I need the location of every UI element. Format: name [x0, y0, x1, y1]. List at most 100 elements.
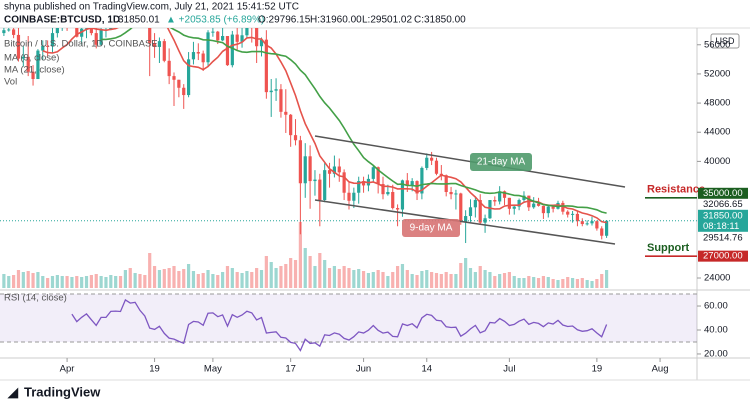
candle-body [551, 206, 555, 209]
candle-body [167, 60, 171, 77]
volume-bar [507, 272, 511, 288]
volume-bar [454, 274, 458, 288]
candle-body [585, 223, 589, 225]
volume-bar [104, 277, 108, 288]
volume-bar [352, 270, 356, 288]
volume-bar [138, 274, 142, 288]
volume-bar [50, 276, 55, 288]
volume-bar [425, 270, 429, 288]
volume-bar [332, 266, 337, 288]
candle-body [201, 53, 205, 63]
candle-body [566, 211, 570, 215]
candle-body [488, 200, 492, 219]
volume-bar [293, 260, 298, 288]
candle-body [337, 166, 341, 173]
volume-bar [21, 272, 25, 288]
candle-body [570, 213, 575, 215]
candle-body [502, 191, 507, 198]
volume-bar [342, 266, 346, 288]
volume-bar [546, 277, 550, 288]
candle-body [323, 170, 327, 201]
volume-bar [289, 258, 293, 288]
ma-annotation-box [402, 219, 460, 237]
candle-body [289, 114, 293, 136]
volume-bar [498, 274, 502, 288]
close: C:31850.00 [414, 15, 466, 26]
volume-bar [566, 277, 570, 288]
volume-bar [303, 248, 307, 288]
candle-body [303, 156, 307, 184]
candle-body [89, 28, 93, 34]
volume-bar [532, 277, 536, 288]
candle-body [449, 192, 453, 195]
candle-body [352, 192, 356, 201]
publisher: shyna published on TradingView.com, July… [4, 2, 299, 13]
candle-body [604, 220, 609, 236]
volume-bar [493, 276, 497, 288]
volume-bar [459, 263, 463, 288]
high: H:31960.00 [310, 15, 362, 26]
volume-bar [371, 272, 375, 288]
candle-body [221, 36, 225, 41]
candle-body [327, 170, 332, 174]
candle-body [84, 28, 89, 29]
volume-bar [434, 273, 439, 288]
candle-body [196, 52, 200, 54]
candle-body [75, 28, 79, 37]
price-timer: 08:18:11 [703, 221, 739, 232]
volume-bar [182, 269, 186, 288]
candle-body [211, 31, 215, 33]
candle-body [561, 202, 565, 212]
volume-bar [318, 253, 322, 288]
price-label: 29514.76 [703, 232, 743, 243]
low: L:29501.02 [362, 15, 412, 26]
logo-mark: ◢ [7, 384, 19, 399]
volume-bar [206, 270, 210, 288]
volume-bar [264, 256, 268, 288]
candle-body [473, 200, 477, 208]
x-tick-label: 19 [149, 364, 160, 375]
candle-body [386, 192, 390, 195]
volume-bar [551, 279, 555, 288]
candle-body [162, 41, 166, 61]
price: 31850.01 [118, 15, 160, 26]
candle-body [293, 135, 298, 141]
candle-body [575, 213, 580, 222]
candle-body [7, 29, 11, 31]
ma-annotation: 21-day MA [477, 157, 526, 168]
volume-bar [65, 276, 69, 288]
rsi-title: RSI (14, close) [4, 293, 67, 304]
candle-body [541, 205, 546, 214]
candle-body [536, 203, 541, 206]
volume-bar [167, 268, 171, 288]
volume-bar [26, 271, 30, 288]
rsi-pane [0, 293, 697, 352]
candle-body [517, 200, 521, 207]
volume-bar [575, 279, 580, 288]
price-pane [0, 28, 697, 288]
candle-body [410, 181, 414, 186]
volume-bar [89, 275, 93, 288]
volume-bar [235, 272, 239, 288]
volume-bar [502, 273, 507, 288]
y-tick-label: 48000 [704, 98, 730, 109]
candle-body [493, 200, 497, 202]
candle-body [21, 56, 25, 59]
level-name: Support [647, 242, 689, 254]
price-badge [698, 209, 748, 232]
volume-bar [298, 222, 302, 288]
candle-body [274, 89, 278, 91]
candle-body [532, 203, 536, 208]
volume-bar [162, 269, 166, 288]
candle-body [225, 36, 230, 66]
volume-bar [522, 278, 526, 288]
candle-body [425, 157, 429, 168]
volume-bar [395, 266, 400, 288]
candle-body [186, 59, 191, 96]
volume-bar [361, 271, 366, 288]
volume-bar [405, 270, 409, 288]
volume-bar [109, 275, 113, 288]
candle-body [468, 207, 473, 217]
volume-bar [279, 266, 283, 288]
